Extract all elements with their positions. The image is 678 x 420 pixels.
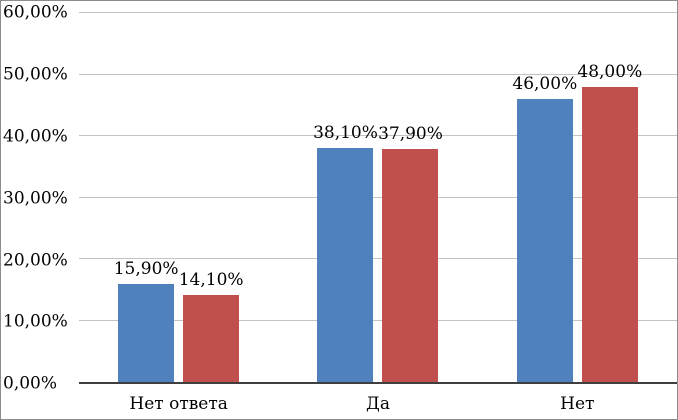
gridline bbox=[79, 73, 677, 75]
bar-wrap: 46,00% bbox=[512, 13, 577, 382]
y-axis-tick-label: 20,00% bbox=[3, 250, 68, 270]
y-axis-tick-label: 30,00% bbox=[3, 188, 68, 209]
data-label: 48,00% bbox=[577, 61, 643, 82]
y-axis-tick-label: 40,00% bbox=[3, 126, 68, 147]
category-label: Нет ответа bbox=[129, 394, 228, 414]
bar-series-1 bbox=[516, 99, 573, 382]
x-axis: Нет ответа Да Нет bbox=[79, 388, 677, 416]
data-label: 46,00% bbox=[512, 74, 578, 95]
bar-group: 38,10% 37,90% bbox=[278, 13, 477, 382]
bar-group: 15,90% 14,10% bbox=[79, 13, 278, 382]
plot-area: 15,90% 14,10% 38,10% 37,90% 46,00% 48,00% bbox=[79, 12, 677, 384]
gridline bbox=[79, 135, 677, 136]
category-label: Нет bbox=[560, 394, 595, 414]
y-axis-tick-label: 0,00% bbox=[3, 373, 58, 394]
bar-groups: 15,90% 14,10% 38,10% 37,90% 46,00% 48,00% bbox=[79, 13, 677, 382]
bar-wrap: 15,90% bbox=[114, 13, 179, 382]
bar-series-1 bbox=[317, 147, 374, 382]
y-axis-tick-label: 50,00% bbox=[3, 64, 68, 85]
bar-series-2 bbox=[581, 86, 638, 382]
bar-wrap: 37,90% bbox=[378, 13, 443, 382]
gridline bbox=[79, 196, 677, 198]
bar-series-1 bbox=[118, 284, 175, 382]
bar-group: 46,00% 48,00% bbox=[478, 13, 677, 382]
category-label: Да bbox=[366, 394, 390, 414]
bar-wrap: 48,00% bbox=[577, 13, 642, 382]
y-axis: 0,00% 10,00% 20,00% 30,00% 40,00% 50,00% 60,00… bbox=[1, 3, 77, 392]
data-label: 15,90% bbox=[113, 259, 179, 280]
data-label: 14,10% bbox=[178, 270, 244, 291]
bar-series-2 bbox=[183, 295, 240, 382]
gridline bbox=[79, 319, 677, 321]
bar-series-2 bbox=[382, 148, 439, 382]
data-label: 37,90% bbox=[378, 123, 443, 144]
gridline bbox=[79, 12, 677, 13]
data-label: 38,10% bbox=[313, 122, 378, 143]
y-axis-tick-label: 10,00% bbox=[3, 311, 68, 332]
bar-wrap: 14,10% bbox=[179, 13, 244, 382]
bar-wrap: 38,10% bbox=[313, 13, 378, 382]
y-axis-tick-label: 60,00% bbox=[3, 2, 68, 23]
gridline bbox=[79, 258, 677, 259]
